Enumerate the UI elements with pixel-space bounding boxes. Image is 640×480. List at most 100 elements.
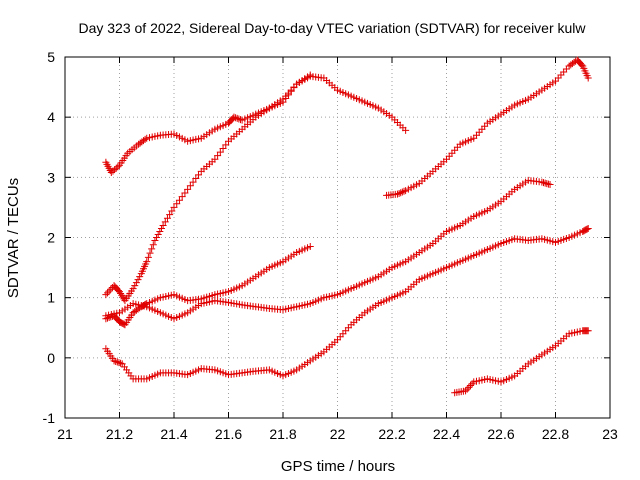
data-point: [159, 221, 167, 229]
data-point: [583, 225, 591, 233]
data-point: [157, 224, 165, 232]
data-point: [141, 135, 149, 143]
y-tick-label: 4: [47, 109, 55, 125]
series-track-6: [383, 56, 592, 199]
data-point: [132, 279, 140, 287]
series-track-1: [102, 72, 410, 177]
data-point: [282, 95, 290, 103]
data-point: [119, 293, 127, 301]
data-point: [175, 196, 183, 204]
data-point: [192, 175, 200, 183]
data-point: [284, 91, 292, 99]
y-tick-label: 1: [47, 290, 55, 306]
series-track-7: [451, 327, 592, 397]
data-point: [287, 87, 295, 95]
data-point: [166, 211, 174, 219]
data-point: [178, 193, 186, 201]
data-point: [168, 207, 176, 215]
axis-ticks: 21 21.2 21.4 21.6 21.8 22 22.2 22.4 22.6 22.8 23-1…: [43, 49, 618, 442]
data-point: [129, 285, 137, 293]
data-point: [184, 185, 192, 193]
data-point: [233, 114, 241, 122]
data-point: [235, 115, 243, 123]
data-point: [584, 327, 592, 335]
chart-title: Day 323 of 2022, Sidereal Day-to-day VTE…: [78, 20, 586, 36]
data-point: [163, 214, 171, 222]
data-point: [400, 187, 408, 195]
x-axis-label: GPS time / hours: [281, 458, 395, 475]
data-point: [111, 166, 119, 174]
data-point: [463, 385, 471, 393]
x-tick-label: 21.8: [269, 426, 296, 442]
y-tick-label: 3: [47, 169, 55, 185]
y-tick-label: -1: [43, 410, 56, 426]
data-point: [211, 155, 219, 163]
y-axis-label: SDTVAR / TECUs: [5, 178, 22, 298]
data-point: [170, 203, 178, 211]
data-point: [112, 164, 120, 172]
data-points: [102, 56, 592, 397]
data-point: [236, 116, 244, 124]
x-tick-label: 22.8: [542, 426, 569, 442]
data-point: [584, 74, 592, 82]
data-point: [306, 243, 314, 251]
data-point: [222, 141, 230, 149]
data-point: [146, 249, 154, 257]
data-point: [195, 171, 203, 179]
data-point: [468, 380, 476, 388]
data-point: [118, 291, 126, 299]
data-point: [189, 178, 197, 186]
data-point: [465, 383, 473, 391]
data-point: [154, 230, 162, 238]
data-point: [153, 234, 161, 241]
data-point: [115, 359, 123, 367]
data-point: [144, 253, 152, 261]
x-tick-label: 22.2: [378, 426, 405, 442]
data-point: [109, 167, 117, 175]
data-point: [466, 382, 474, 390]
data-point: [149, 241, 157, 249]
data-point: [546, 181, 554, 189]
data-point: [112, 357, 120, 365]
x-tick-label: 22: [330, 426, 346, 442]
data-point: [107, 285, 115, 293]
data-point: [214, 152, 222, 160]
y-tick-label: 5: [47, 49, 55, 65]
data-point: [584, 224, 592, 232]
data-point: [131, 282, 139, 290]
data-point: [578, 61, 586, 69]
x-tick-label: 23: [602, 426, 618, 442]
data-point: [116, 288, 123, 296]
x-tick-label: 22.4: [433, 426, 460, 442]
data-point: [156, 227, 164, 235]
y-tick-label: 2: [47, 230, 55, 246]
x-tick-label: 22.6: [487, 426, 514, 442]
data-point: [148, 245, 156, 253]
data-point: [110, 357, 118, 365]
data-point: [279, 98, 287, 106]
x-tick-label: 21.4: [160, 426, 187, 442]
data-point: [395, 189, 403, 197]
data-point: [230, 113, 238, 121]
data-point: [113, 358, 121, 366]
data-point: [143, 258, 151, 266]
data-point: [290, 84, 298, 92]
series-track-5: [102, 224, 592, 383]
data-point: [186, 182, 194, 190]
data-point: [117, 359, 125, 367]
data-point: [402, 126, 410, 134]
data-point: [173, 200, 181, 208]
y-tick-label: 0: [47, 350, 55, 366]
data-point: [117, 289, 125, 297]
data-point: [104, 289, 112, 297]
data-point: [114, 163, 122, 171]
x-tick-label: 21.6: [215, 426, 242, 442]
data-point: [462, 387, 470, 395]
data-point: [134, 276, 142, 284]
series-track-2: [102, 71, 314, 305]
data-point: [181, 189, 189, 197]
data-point: [232, 114, 240, 122]
data-point: [393, 190, 401, 198]
data-point: [161, 218, 169, 226]
